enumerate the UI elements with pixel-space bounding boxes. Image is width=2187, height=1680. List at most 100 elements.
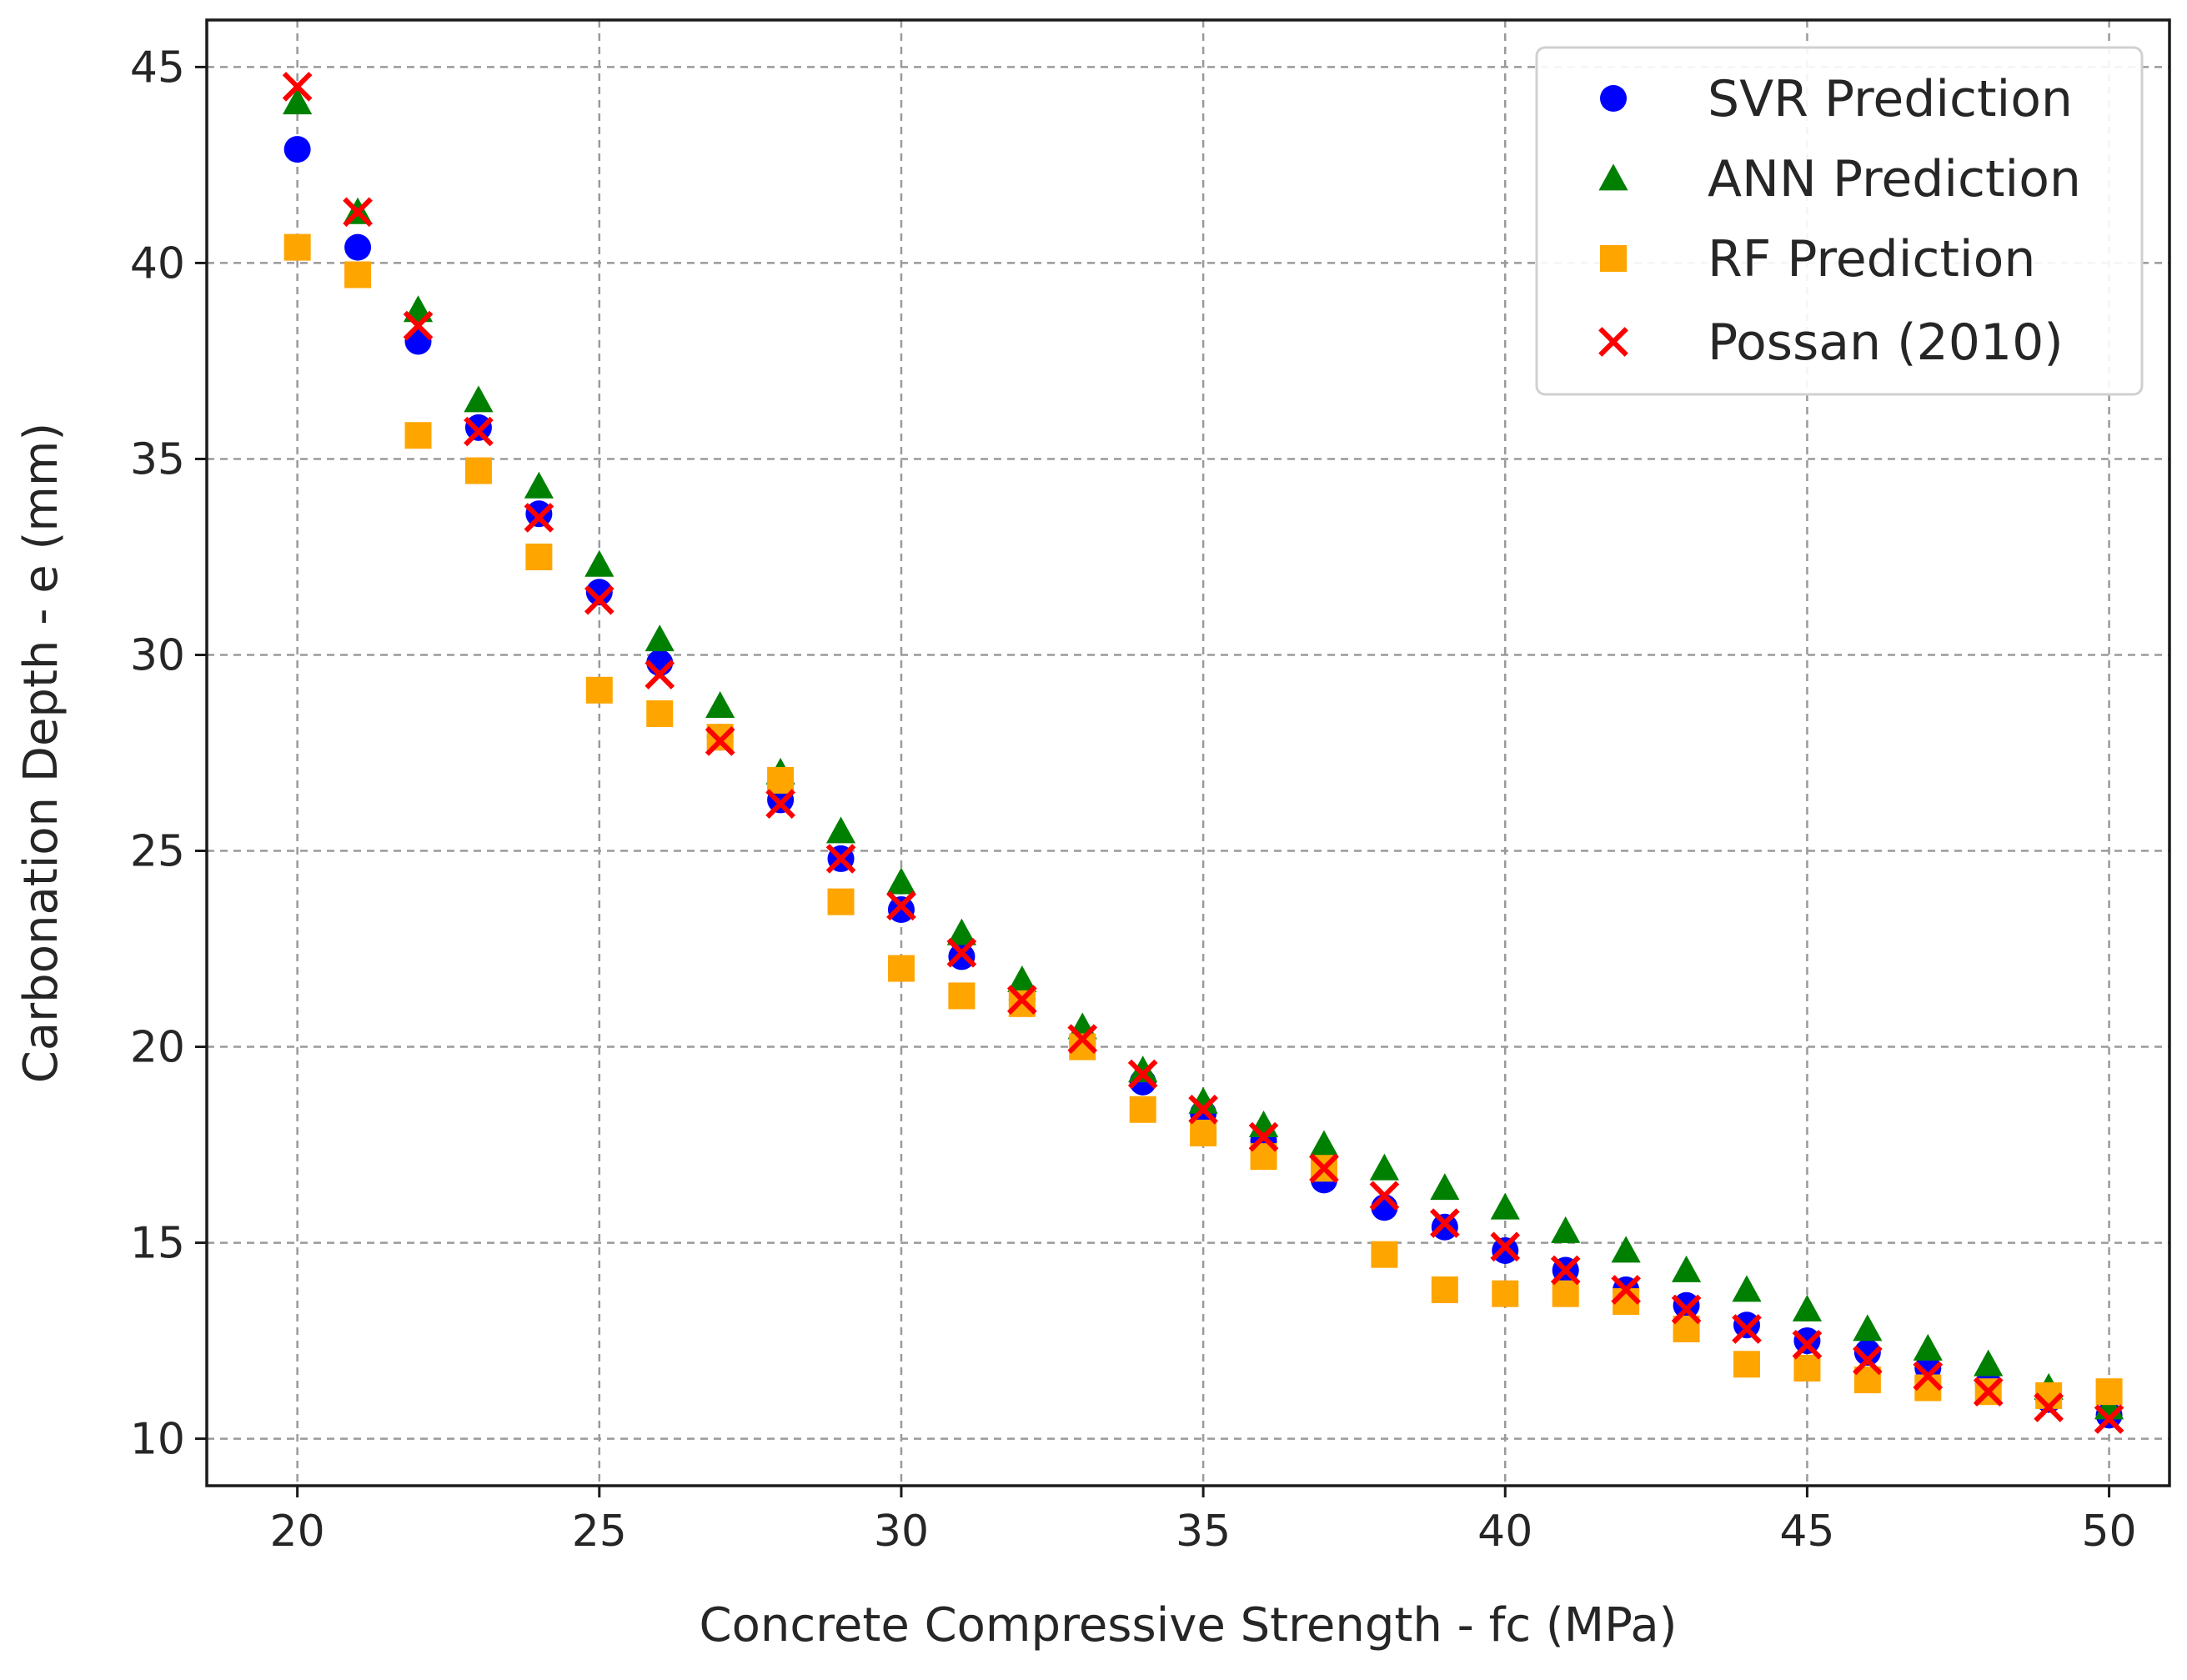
data-point-ann-prediction (645, 624, 675, 652)
data-point-possan-2010 (282, 72, 313, 102)
legend-marker-rf-prediction (1600, 245, 1627, 272)
data-point-possan-2010-stroke (886, 890, 916, 921)
x-tick-label: 25 (572, 1507, 627, 1557)
data-point-possan-2010-stroke (1188, 1094, 1218, 1125)
ticks-layer: 20 25 30 35 40 45 50 10 15 20 25 30 35 40 45 (130, 43, 2137, 1557)
data-point-possan-2010-stroke (584, 584, 614, 615)
data-point-possan-2010-stroke (524, 503, 554, 533)
data-point-possan-2010 (1611, 1275, 1641, 1305)
data-point-possan-2010-stroke (1853, 1345, 1883, 1376)
y-tick-label: 30 (130, 630, 185, 680)
data-point-ann-prediction (946, 918, 976, 945)
data-point-ann-prediction (1853, 1314, 1883, 1341)
data-point-possan-2010-stroke (282, 72, 313, 102)
data-point-possan-2010-stroke (1913, 1361, 1944, 1392)
data-point-possan-2010 (1732, 1314, 1762, 1344)
legend-marker-possan-2010-stroke (1598, 327, 1628, 357)
x-tick-label: 20 (270, 1507, 325, 1557)
data-point-possan-2010 (705, 726, 735, 756)
data-point-rf-prediction (1793, 1354, 1821, 1382)
data-point-possan-2010-stroke (1006, 985, 1037, 1015)
data-point-rf-prediction (1190, 1119, 1217, 1146)
legend-label-rf-prediction: RF Prediction (1708, 230, 2035, 288)
data-point-rf-prediction (1008, 990, 1036, 1017)
plot-area-frame (205, 18, 2171, 1487)
data-point-rf-prediction (404, 422, 432, 449)
data-point-ann-prediction (1490, 1192, 1520, 1220)
y-axis-label: Carbonation Depth - e (mm) (14, 423, 68, 1084)
data-point-rf-prediction (283, 233, 311, 261)
data-point-svr-prediction (525, 500, 553, 528)
data-point-possan-2010-stroke (1067, 1024, 1098, 1054)
legend-marker-svr-prediction (1600, 85, 1627, 112)
legend: SVR Prediction ANN Prediction RF Predictio… (1535, 46, 2144, 396)
data-point-rf-prediction (1492, 1280, 1519, 1307)
data-point-possan-2010 (343, 197, 373, 228)
legend-marker-possan-2010 (1598, 327, 1628, 357)
x-tick-label: 40 (1477, 1507, 1532, 1557)
data-point-ann-prediction (1551, 1216, 1581, 1243)
data-point-possan-2010-stroke (1611, 1275, 1641, 1305)
data-point-svr-prediction (1673, 1291, 1700, 1319)
data-point-svr-prediction (1733, 1311, 1760, 1339)
data-point-svr-prediction (585, 579, 613, 606)
data-point-possan-2010 (1309, 1153, 1339, 1184)
legend-label-ann-prediction: ANN Prediction (1708, 150, 2081, 208)
legend-box (1535, 46, 2144, 396)
data-point-svr-prediction (887, 896, 915, 924)
data-point-possan-2010 (1067, 1024, 1098, 1054)
data-point-rf-prediction (2095, 1378, 2123, 1406)
data-point-possan-2010 (946, 937, 977, 968)
y-tick-label: 45 (130, 43, 185, 93)
data-point-possan-2010 (1550, 1255, 1581, 1286)
data-point-svr-prediction (1431, 1213, 1458, 1241)
data-point-possan-2010-stroke (705, 726, 735, 756)
data-point-svr-prediction (1793, 1327, 1821, 1355)
marks-layer (282, 72, 2124, 1434)
data-point-rf-prediction (1371, 1241, 1398, 1268)
data-point-possan-2010 (1671, 1294, 1702, 1325)
data-point-possan-2010 (1853, 1345, 1883, 1376)
x-tick-label: 50 (2081, 1507, 2136, 1557)
data-point-possan-2010 (1913, 1361, 1944, 1392)
data-point-possan-2010-stroke (645, 659, 675, 690)
data-point-possan-2010 (1973, 1377, 2004, 1407)
data-point-svr-prediction (948, 943, 976, 970)
data-point-possan-2010-stroke (1490, 1231, 1521, 1262)
data-point-possan-2010-stroke (825, 844, 856, 874)
data-point-rf-prediction (767, 766, 795, 794)
data-point-svr-prediction (1853, 1339, 1881, 1367)
data-point-possan-2010-stroke (1309, 1153, 1339, 1184)
data-point-rf-prediction (1552, 1280, 1579, 1307)
data-point-rf-prediction (827, 888, 855, 915)
data-point-rf-prediction (585, 676, 613, 704)
data-point-rf-prediction (344, 261, 372, 288)
legend-marker-ann-prediction (1598, 163, 1628, 191)
legend-label-svr-prediction: SVR Prediction (1708, 70, 2073, 128)
data-point-possan-2010 (886, 890, 916, 921)
data-point-svr-prediction (283, 136, 311, 163)
y-tick-label: 25 (130, 827, 185, 877)
data-point-ann-prediction (524, 471, 554, 499)
data-point-possan-2010 (1248, 1121, 1279, 1152)
data-point-possan-2010 (1188, 1094, 1218, 1125)
data-point-possan-2010 (403, 310, 434, 341)
data-point-ann-prediction (1007, 965, 1037, 993)
data-point-possan-2010-stroke (403, 310, 434, 341)
data-point-ann-prediction (1611, 1236, 1641, 1263)
data-point-possan-2010-stroke (1429, 1208, 1460, 1238)
data-point-possan-2010 (464, 416, 494, 447)
data-point-rf-prediction (525, 543, 553, 570)
data-point-possan-2010 (2034, 1392, 2064, 1422)
series-possan-2010 (282, 72, 2124, 1434)
data-point-svr-prediction (1492, 1236, 1519, 1264)
data-point-rf-prediction (1431, 1276, 1458, 1303)
data-point-rf-prediction (948, 982, 976, 1010)
data-point-possan-2010 (765, 789, 795, 819)
data-point-ann-prediction (1430, 1173, 1460, 1201)
data-point-possan-2010-stroke (1973, 1377, 2004, 1407)
data-point-ann-prediction (825, 816, 856, 844)
data-point-possan-2010 (1369, 1181, 1400, 1211)
data-point-svr-prediction (344, 233, 372, 261)
